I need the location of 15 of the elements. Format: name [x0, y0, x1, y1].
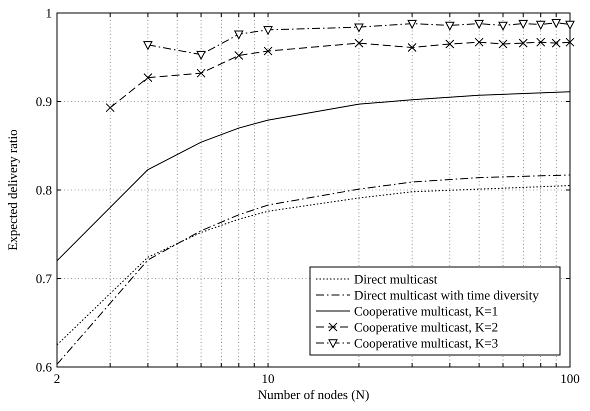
- x-tick-label: 2: [54, 371, 60, 386]
- y-tick-label: 0.9: [36, 94, 52, 110]
- legend-label: Direct multicast with time diversity: [354, 288, 540, 303]
- y-tick-label: 0.8: [36, 182, 52, 198]
- y-tick-label: 0.7: [36, 271, 52, 286]
- legend-label: Cooperative multicast, K=2: [354, 320, 498, 335]
- y-tick-label: 0.6: [36, 360, 52, 375]
- x-tick-label: 10: [262, 371, 275, 386]
- y-axis-title: Expected delivery ratio: [5, 129, 20, 251]
- legend-label: Direct multicast: [354, 272, 438, 287]
- x-tick-label: 100: [560, 371, 580, 386]
- legend-label: Cooperative multicast, K=3: [354, 336, 498, 351]
- legend-label: Cooperative multicast, K=1: [354, 304, 498, 319]
- y-tick-label: 1: [46, 6, 52, 21]
- x-axis-title: Number of nodes (N): [258, 387, 370, 402]
